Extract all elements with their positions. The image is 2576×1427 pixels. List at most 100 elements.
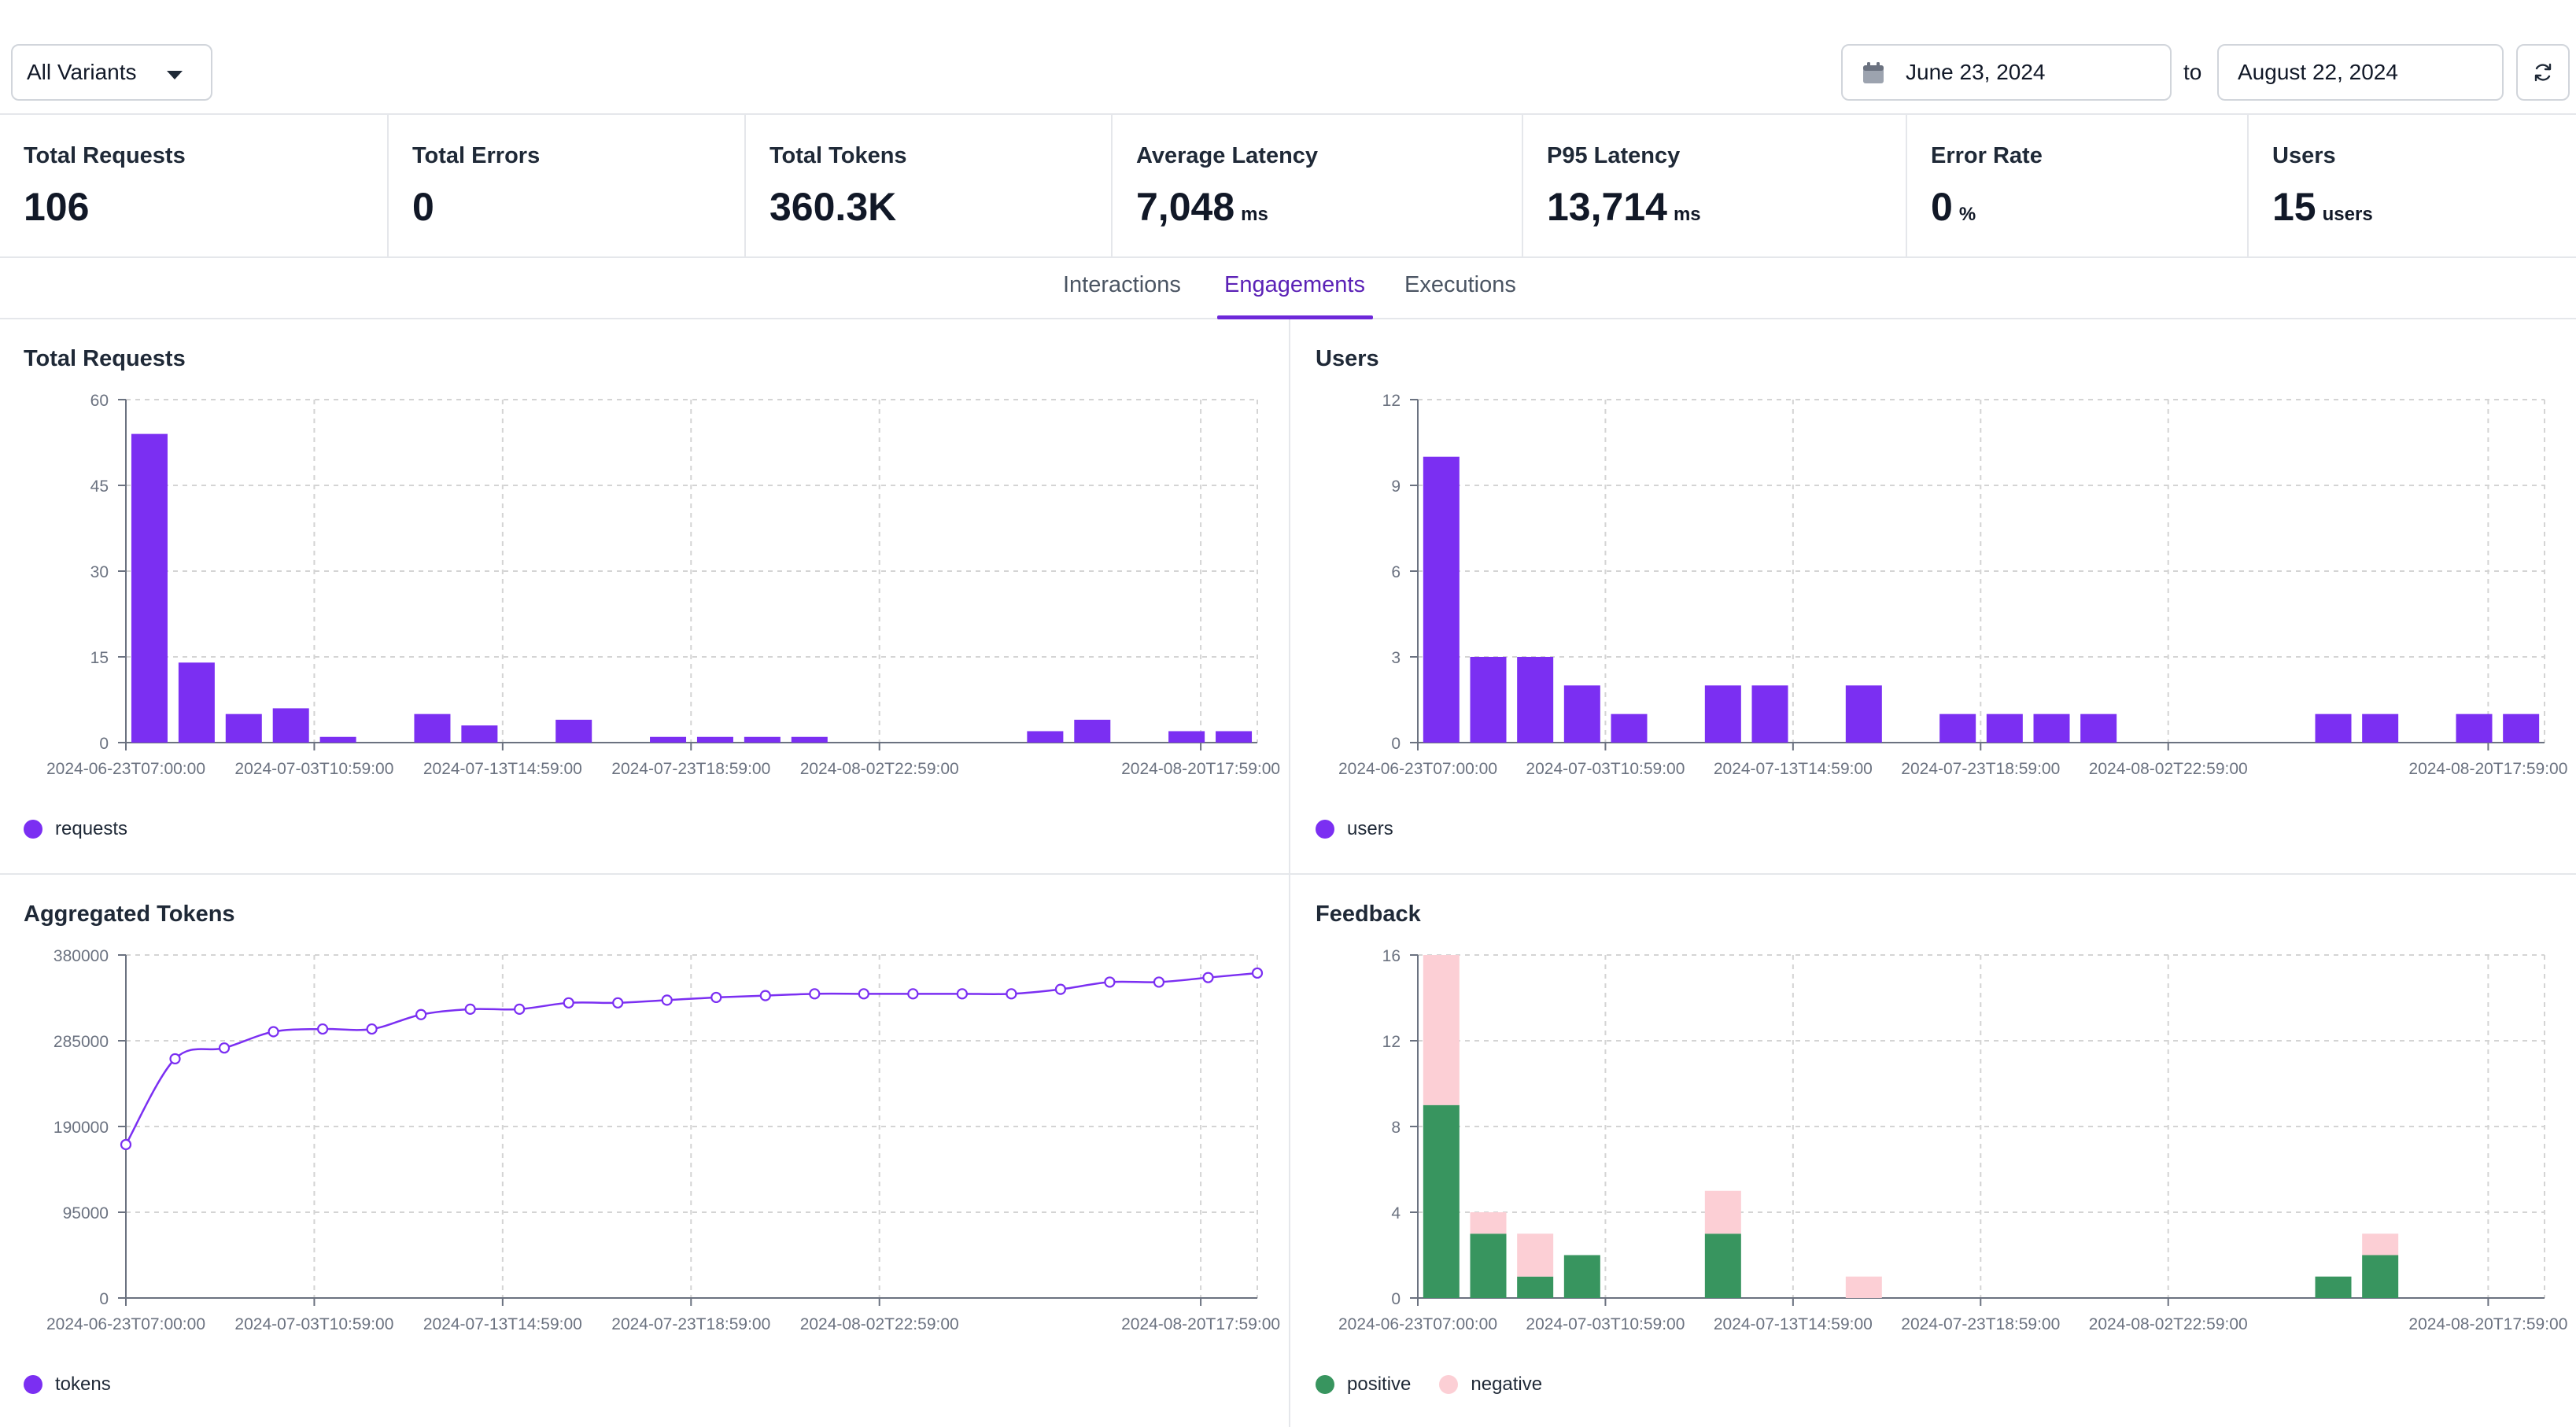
tab-engagements[interactable]: Engagements (1224, 272, 1365, 297)
stat-value: 15 users (2272, 184, 2373, 230)
stat-value: 106 (24, 184, 95, 230)
date-from-picker[interactable]: June 23, 2024 (1841, 44, 2172, 101)
bar (1563, 685, 1600, 743)
x-tick-label: 2024-07-13T14:59:00 (1714, 1315, 1873, 1333)
data-point (809, 988, 821, 1000)
bar-positive (2362, 1255, 2399, 1298)
date-to-picker[interactable]: August 22, 2024 (2217, 44, 2504, 101)
stat-average-latency: Average Latency 7,048 ms (1113, 115, 1523, 256)
stat-unit: users (2322, 204, 2373, 225)
data-point (1104, 976, 1116, 988)
stat-label: Average Latency (1136, 143, 1319, 168)
tab-interactions[interactable]: Interactions (1063, 272, 1181, 297)
chart-feedback: 0 4 8 12 16 2024-06-23T07:00:00 2024-07-03T10:… (1338, 947, 2567, 1333)
bar (225, 714, 262, 743)
x-tick-label: 2024-07-03T10:59:00 (1526, 1315, 1685, 1333)
variant-select[interactable]: All Variants (11, 44, 212, 101)
y-tick-label: 45 (90, 478, 109, 496)
stat-label: Total Tokens (769, 143, 907, 168)
bar (272, 708, 309, 743)
data-point (415, 1008, 427, 1020)
legend-label: users (1347, 818, 1393, 839)
stat-total-requests: Total Requests 106 (0, 115, 389, 256)
legend-label: positive (1347, 1374, 1412, 1395)
bar-negative (1845, 1276, 1882, 1298)
bar (1845, 685, 1882, 743)
x-tick-label: 2024-07-23T18:59:00 (1901, 1315, 2060, 1333)
bar (1074, 719, 1111, 743)
data-point (169, 1053, 181, 1065)
x-tick-label: 2024-07-13T14:59:00 (423, 760, 582, 778)
y-tick-label: 9 (1391, 478, 1401, 496)
y-tick-label: 30 (90, 563, 109, 581)
variant-select-label: All Variants (27, 60, 137, 84)
legend-feedback: positive negative (1316, 1374, 1570, 1396)
stat-number: 15 (2272, 185, 2316, 229)
chart-title-users: Users (1316, 346, 1379, 371)
data-point (1202, 972, 1214, 983)
refresh-button[interactable] (2516, 44, 2570, 101)
x-tick-label: 2024-07-03T10:59:00 (234, 1315, 393, 1333)
stat-value: 0% (1931, 184, 1976, 230)
data-point (316, 1023, 329, 1035)
y-tick-label: 285000 (54, 1033, 109, 1051)
bar (1168, 731, 1205, 743)
tab-executions[interactable]: Executions (1404, 272, 1516, 297)
panel-divider-horizontal (0, 873, 2576, 875)
data-point (464, 1003, 476, 1015)
legend-label: tokens (55, 1374, 111, 1395)
bar (2033, 714, 2070, 743)
bar (1216, 731, 1253, 743)
data-point (1153, 976, 1165, 988)
legend-item-users: users (1316, 818, 1393, 840)
legend-dot (24, 1375, 42, 1394)
stat-value: 13,714 ms (1547, 184, 1701, 230)
legend-label: negative (1471, 1374, 1543, 1395)
data-point (612, 997, 624, 1008)
y-tick-label: 8 (1391, 1119, 1401, 1137)
data-point (218, 1042, 231, 1054)
x-tick-label: 2024-06-23T07:00:00 (1338, 1315, 1497, 1333)
x-tick-label: 2024-08-02T22:59:00 (2089, 760, 2248, 778)
bar (319, 736, 356, 743)
data-point (268, 1026, 279, 1038)
stat-number: 7,048 (1136, 185, 1235, 229)
legend-item-positive: positive (1316, 1374, 1411, 1396)
bar (1517, 657, 1554, 743)
stat-label: Total Errors (412, 143, 541, 168)
bar-positive (1563, 1255, 1600, 1298)
legend-total-requests: requests (24, 818, 156, 840)
x-tick-label: 2024-07-23T18:59:00 (611, 1315, 770, 1333)
data-point (514, 1003, 526, 1015)
bar (744, 736, 781, 743)
chart-title-feedback: Feedback (1316, 902, 1421, 927)
x-tick-label: 2024-07-23T18:59:00 (611, 760, 770, 778)
bar (1939, 714, 1976, 743)
refresh-icon (2534, 63, 2552, 82)
bar (2315, 714, 2352, 743)
stat-p95-latency: P95 Latency 13,714 ms (1523, 115, 1907, 256)
bar (1027, 731, 1064, 743)
y-tick-label: 16 (1382, 947, 1401, 965)
bar-positive (1470, 1233, 1507, 1298)
y-tick-label: 12 (1382, 1033, 1401, 1051)
x-tick-label: 2024-06-23T07:00:00 (46, 1315, 205, 1333)
stat-label: P95 Latency (1547, 143, 1681, 168)
legend-item-negative: negative (1439, 1374, 1542, 1396)
y-tick-label: 95000 (63, 1204, 109, 1222)
y-tick-label: 15 (90, 649, 109, 667)
legend-item-tokens: tokens (24, 1374, 111, 1396)
y-tick-label: 380000 (54, 947, 109, 965)
toolbar: All Variants June 23, 2024 to August 22,… (0, 0, 2576, 115)
bar (1423, 456, 1460, 743)
chart-title-aggregated-tokens: Aggregated Tokens (24, 902, 235, 927)
stats-row: Total Requests 106 Total Errors 0 Total … (0, 115, 2576, 258)
stat-unit: ms (1673, 204, 1701, 225)
legend-label: requests (55, 818, 128, 839)
y-tick-label: 190000 (54, 1119, 109, 1137)
bar-negative (1517, 1233, 1554, 1277)
stat-label: Total Requests (24, 143, 186, 168)
data-point (710, 991, 722, 1004)
chart-total-requests: 0 15 30 45 60 2024-06-23T07:00:00 2024-07-03T1… (46, 392, 1280, 778)
bar-negative (1423, 955, 1460, 1105)
